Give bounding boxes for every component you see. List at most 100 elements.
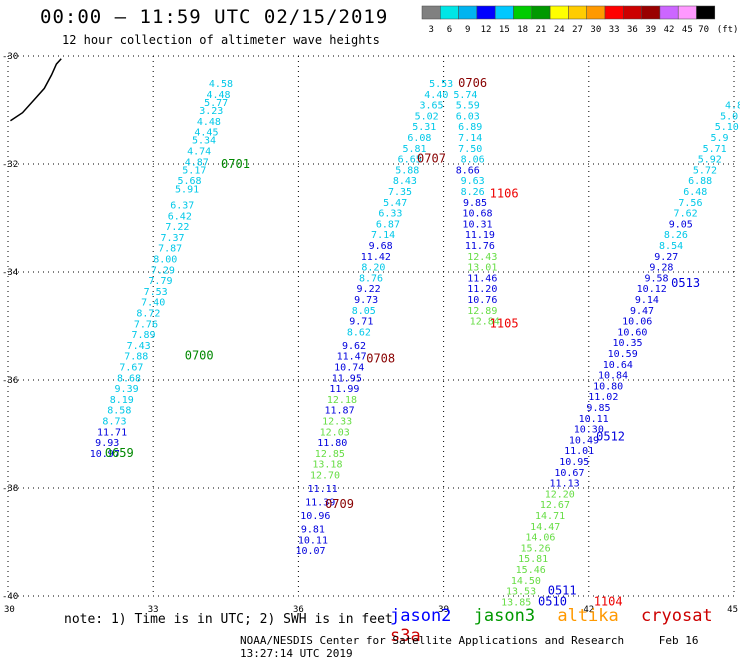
wave-height-label: 5.77 xyxy=(204,98,228,109)
wave-height-label: 11.95 xyxy=(332,373,362,384)
wave-height-label: 10.97 xyxy=(90,449,120,460)
wave-height-label: 4.8 xyxy=(725,101,740,112)
wave-height-label: 9.73 xyxy=(354,295,378,306)
wave-height-label: 7.35 xyxy=(388,187,412,198)
y-tick-label: -40 xyxy=(2,592,18,602)
wave-height-label: 11.13 xyxy=(550,479,580,490)
wave-height-label: 5.74 xyxy=(453,90,477,101)
x-tick-label: 42 xyxy=(583,605,594,615)
wave-height-label: 7.43 xyxy=(127,341,151,352)
footnote: note: 1) Time is in UTC; 2) SWH is in fe… xyxy=(64,612,393,627)
wave-height-label: 9.85 xyxy=(463,198,487,209)
wave-height-label: 5.34 xyxy=(192,136,216,147)
wave-height-label: 4.48 xyxy=(197,117,221,128)
wave-height-label: 15.26 xyxy=(521,543,551,554)
wave-height-label: 8.05 xyxy=(352,306,376,317)
pass-time-label: 1106 xyxy=(490,187,519,201)
wave-height-label: 15.81 xyxy=(518,554,548,565)
wave-height-label: 10.30 xyxy=(574,425,604,436)
wave-height-label: 14.47 xyxy=(530,522,560,533)
wave-height-label: 10.76 xyxy=(467,295,497,306)
scale-label: 6 xyxy=(447,25,452,34)
wave-height-label: 4.58 xyxy=(209,79,233,90)
wave-height-label: 9.63 xyxy=(461,176,485,187)
wave-height-label: 8.20 xyxy=(361,263,385,274)
wave-height-label: 10.06 xyxy=(622,317,652,328)
wave-height-label: 9.14 xyxy=(635,295,659,306)
wave-height-label: 7.50 xyxy=(458,144,482,155)
wave-height-label: 8.72 xyxy=(136,309,160,320)
wave-height-label: 9.58 xyxy=(645,273,669,284)
wave-height-label: 13.53 xyxy=(506,587,536,598)
x-tick-label: 36 xyxy=(293,605,304,615)
wave-height-label: 10.12 xyxy=(637,284,667,295)
axis-tick-labels: 30 33 36 39 42 45 -30 -32 -34 -36 -38 -40 xyxy=(2,52,738,615)
wave-height-label: 13.01 xyxy=(467,263,497,274)
y-tick-label: -34 xyxy=(2,268,18,278)
wave-height-label: 5.72 xyxy=(693,165,717,176)
data-labels: 4.584.485.773.234.484.455.344.744.875.17… xyxy=(90,76,740,608)
satellite-jason2: jason2 xyxy=(390,606,452,626)
wave-height-label: 12.84 xyxy=(470,317,500,328)
wave-height-label: 8.00 xyxy=(153,255,177,266)
scale-label: 27 xyxy=(572,25,583,34)
wave-height-label: 6.03 xyxy=(456,111,480,122)
scale-label: 3 xyxy=(428,25,433,34)
wave-height-label: 10.60 xyxy=(617,327,647,338)
wave-height-label: 5.92 xyxy=(698,155,722,166)
wave-height-label: 10.31 xyxy=(462,219,492,230)
wave-height-label: 4.48 xyxy=(206,90,230,101)
wave-height-label: 6.37 xyxy=(170,201,194,212)
scale-label: 9 xyxy=(465,25,470,34)
pass-time-label: 0512 xyxy=(596,430,625,444)
wave-height-label: 11.71 xyxy=(97,427,127,438)
wave-height-label: 8.62 xyxy=(347,327,371,338)
scale-unit: (ft) xyxy=(717,25,739,34)
wave-height-label: 9.71 xyxy=(349,317,373,328)
y-tick-label: -38 xyxy=(2,484,18,494)
wave-height-label: 8.54 xyxy=(659,241,683,252)
pass-time-label: 0701 xyxy=(221,157,250,171)
wave-height-label: 12.43 xyxy=(467,252,497,263)
wave-height-label: 11.80 xyxy=(317,438,347,449)
wave-height-label: 8.58 xyxy=(107,406,131,417)
wave-height-label: 13.18 xyxy=(312,460,342,471)
scale-label: 33 xyxy=(609,25,620,34)
pass-time-label: 0708 xyxy=(366,351,395,365)
wave-height-label: 12.85 xyxy=(315,449,345,460)
wave-height-label: 4.74 xyxy=(187,147,211,158)
wave-height-label: 12.89 xyxy=(467,306,497,317)
wave-height-label: 8.73 xyxy=(102,417,126,428)
wave-height-label: 5.68 xyxy=(177,176,201,187)
wave-height-label: 11.02 xyxy=(588,392,618,403)
wave-height-label: 11.47 xyxy=(337,352,367,363)
wave-height-label: 7.37 xyxy=(161,233,185,244)
wave-height-label: 6.48 xyxy=(683,187,707,198)
wave-height-label: 12.20 xyxy=(545,489,575,500)
wave-height-label: 11.99 xyxy=(329,384,359,395)
wave-height-label: 5.31 xyxy=(412,122,436,133)
wave-height-label: 10.11 xyxy=(579,414,609,425)
wave-height-label: 11.20 xyxy=(467,284,497,295)
wave-height-label: 6.88 xyxy=(688,176,712,187)
wave-height-label: 6.89 xyxy=(458,122,482,133)
wave-height-label: 5.0 xyxy=(720,111,738,122)
pass-time-label: 0513 xyxy=(671,276,700,290)
satellite-cryosat: cryosat xyxy=(641,606,713,626)
chart-subtitle: 12 hour collection of altimeter wave hei… xyxy=(62,33,380,47)
wave-height-label: 15.46 xyxy=(516,565,546,576)
wave-height-label: 10.07 xyxy=(295,546,325,557)
wave-height-label: 5.91 xyxy=(175,184,199,195)
y-tick-label: -32 xyxy=(2,160,18,170)
wave-height-label: 3.65 xyxy=(419,101,443,112)
wave-height-label: 7.53 xyxy=(144,287,168,298)
scale-label: 30 xyxy=(590,25,601,34)
wave-height-label: 11.76 xyxy=(465,241,495,252)
wave-height-label: 5.9 xyxy=(710,133,728,144)
wave-height-label: 10.80 xyxy=(593,381,623,392)
wave-height-label: 11.87 xyxy=(324,406,354,417)
wave-height-label: 5.59 xyxy=(456,101,480,112)
shoreline-path xyxy=(10,58,62,122)
wave-height-label: 9.85 xyxy=(586,403,610,414)
wave-height-label: 6.87 xyxy=(376,219,400,230)
